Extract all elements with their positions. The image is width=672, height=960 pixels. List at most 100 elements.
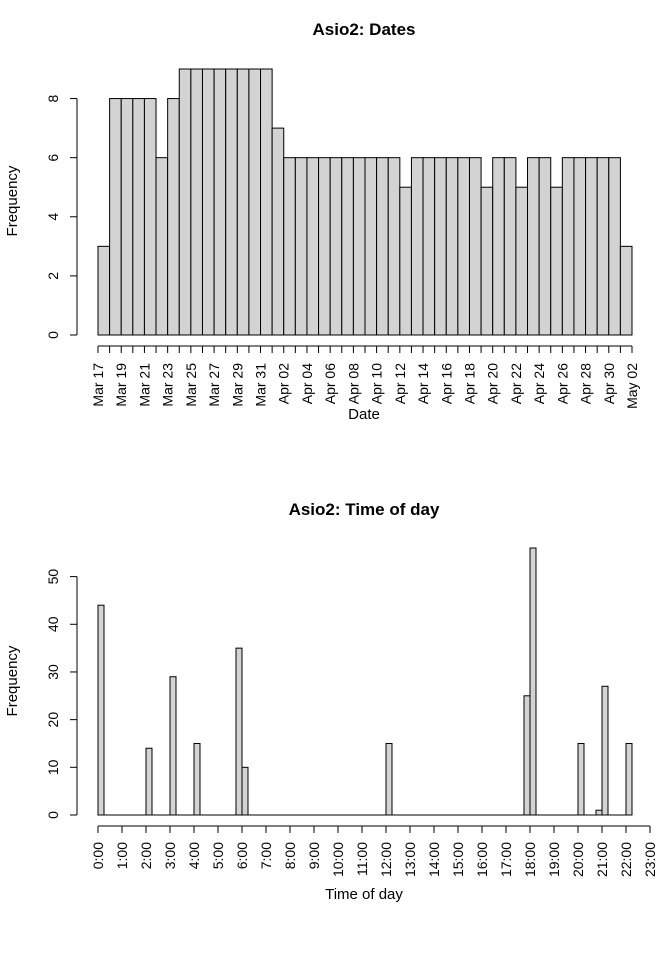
bar (550, 186, 563, 336)
chart1-bars (97, 68, 633, 336)
x-tick-label: Mar 23 (160, 363, 176, 407)
chart2-bars (97, 547, 633, 816)
x-tick-label: May 02 (624, 363, 640, 409)
bar (294, 157, 308, 336)
x-tick-label: 22:00 (618, 842, 634, 877)
bar (178, 68, 192, 336)
bar (561, 157, 575, 336)
bar (352, 157, 366, 336)
x-tick-label: 1:00 (114, 842, 130, 869)
y-tick-label: 20 (45, 712, 61, 728)
bar (193, 742, 201, 816)
bar (410, 157, 424, 336)
dates-histogram: Asio2: Dates Date Frequency 0 2 4 6 8 Mar 17… (4, 20, 640, 423)
bar (329, 157, 343, 336)
x-tick-label: 3:00 (162, 842, 178, 869)
bar (97, 604, 105, 816)
bar (364, 157, 378, 336)
x-tick-label: Apr 16 (438, 363, 454, 404)
bar (480, 186, 494, 336)
x-tick-label: Mar 29 (229, 363, 245, 407)
bar (585, 157, 598, 336)
x-tick-label: Apr 08 (345, 363, 361, 404)
bar (527, 157, 540, 336)
bar (387, 157, 401, 336)
y-tick-label: 0 (45, 331, 61, 339)
time-of-day-histogram: Asio2: Time of day Time of day Frequency… (4, 500, 658, 903)
bar (213, 68, 227, 336)
y-tick-label: 50 (45, 569, 61, 585)
x-tick-label: Mar 21 (136, 363, 152, 407)
x-tick-label: 14:00 (426, 842, 442, 877)
bar (120, 98, 134, 336)
chart1-x-axis-label: Date (348, 406, 380, 423)
x-tick-label: 18:00 (522, 842, 538, 877)
chart1-y-axis: 0 2 4 6 8 (45, 94, 78, 339)
x-tick-label: Mar 25 (183, 363, 199, 407)
bar (271, 127, 285, 336)
x-tick-label: Apr 28 (578, 363, 594, 404)
chart1-y-axis-label: Frequency (4, 165, 21, 236)
x-tick-label: Apr 26 (554, 363, 570, 404)
x-tick-label: 17:00 (498, 842, 514, 877)
bar (306, 157, 320, 336)
x-tick-label: 19:00 (546, 842, 562, 877)
bar (225, 68, 238, 336)
bar (434, 157, 447, 336)
x-tick-label: Mar 19 (113, 363, 129, 407)
bar (457, 157, 470, 336)
x-tick-label: 15:00 (450, 842, 466, 877)
y-tick-label: 6 (45, 154, 61, 162)
bar (619, 245, 633, 336)
x-tick-label: Mar 17 (90, 363, 106, 407)
x-tick-label: Apr 30 (601, 363, 617, 404)
x-tick-label: 16:00 (474, 842, 490, 877)
bar (573, 157, 587, 336)
bar (341, 157, 354, 336)
bar (385, 742, 393, 816)
bar (169, 676, 177, 816)
x-tick-label: Apr 14 (415, 363, 431, 404)
chart2-y-axis-label: Frequency (4, 645, 21, 716)
x-tick-label: 8:00 (282, 842, 298, 869)
x-tick-label: 11:00 (354, 842, 370, 876)
chart2-title: Asio2: Time of day (289, 500, 440, 519)
x-tick-label: Apr 12 (392, 363, 408, 404)
y-tick-label: 40 (45, 616, 61, 632)
bar (445, 157, 459, 336)
x-tick-label: 13:00 (402, 842, 418, 877)
x-tick-label: 7:00 (258, 842, 274, 869)
bar (596, 157, 610, 336)
bar (248, 68, 262, 336)
x-tick-label: 6:00 (234, 842, 250, 869)
chart2-x-axis-label: Time of day (325, 886, 403, 903)
bar (503, 157, 517, 336)
x-tick-label: 12:00 (378, 842, 394, 877)
x-tick-label: Apr 04 (299, 363, 315, 404)
bar (283, 157, 296, 336)
bar (376, 157, 389, 336)
bar (468, 157, 482, 336)
bar (155, 157, 169, 336)
bar (608, 157, 621, 336)
x-tick-label: Apr 22 (508, 363, 524, 404)
x-tick-label: Apr 02 (276, 363, 292, 404)
y-tick-label: 4 (45, 213, 61, 221)
x-tick-label: 0:00 (90, 842, 106, 869)
x-tick-label: 9:00 (306, 842, 322, 869)
x-tick-label: 23:00 (642, 842, 658, 877)
x-tick-label: 20:00 (570, 842, 586, 877)
chart1-title: Asio2: Dates (313, 20, 416, 39)
bar (235, 647, 243, 816)
bar (132, 98, 145, 336)
bar (515, 186, 529, 336)
x-tick-label: Apr 06 (322, 363, 338, 404)
bar (109, 98, 122, 336)
bar (538, 157, 552, 336)
y-tick-label: 8 (45, 94, 61, 102)
x-tick-label: 21:00 (594, 842, 610, 877)
bar (492, 157, 505, 336)
bar (201, 68, 215, 336)
x-tick-label: 5:00 (210, 842, 226, 869)
